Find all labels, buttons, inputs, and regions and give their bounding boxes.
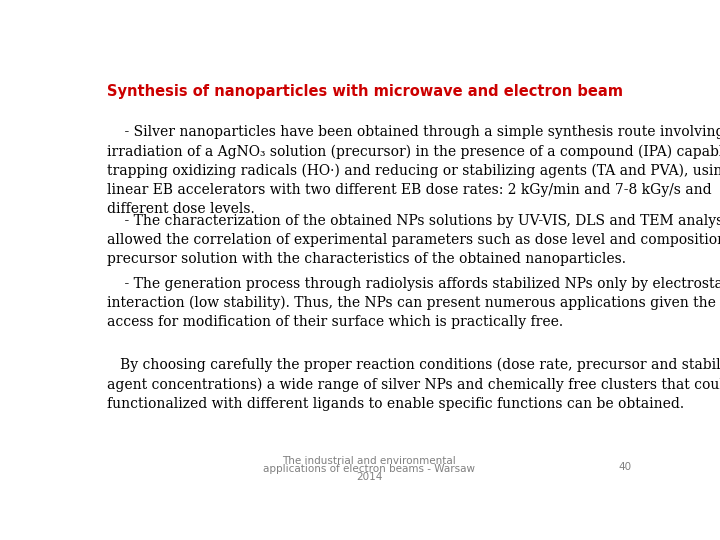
Text: The industrial and environmental: The industrial and environmental bbox=[282, 456, 456, 465]
Text: - The characterization of the obtained NPs solutions by UV-VIS, DLS and TEM anal: - The characterization of the obtained N… bbox=[107, 214, 720, 266]
Text: applications of electron beams - Warsaw: applications of electron beams - Warsaw bbox=[263, 464, 475, 474]
Text: - The generation process through radiolysis affords stabilized NPs only by elect: - The generation process through radioly… bbox=[107, 277, 720, 329]
Text: By choosing carefully the proper reaction conditions (dose rate, precursor and s: By choosing carefully the proper reactio… bbox=[107, 358, 720, 411]
Text: - Silver nanoparticles have been obtained through a simple synthesis route invol: - Silver nanoparticles have been obtaine… bbox=[107, 125, 720, 216]
Text: Synthesis of nanoparticles with microwave and electron beam: Synthesis of nanoparticles with microwav… bbox=[107, 84, 623, 98]
Text: 40: 40 bbox=[618, 462, 631, 472]
Text: 2014: 2014 bbox=[356, 472, 382, 482]
